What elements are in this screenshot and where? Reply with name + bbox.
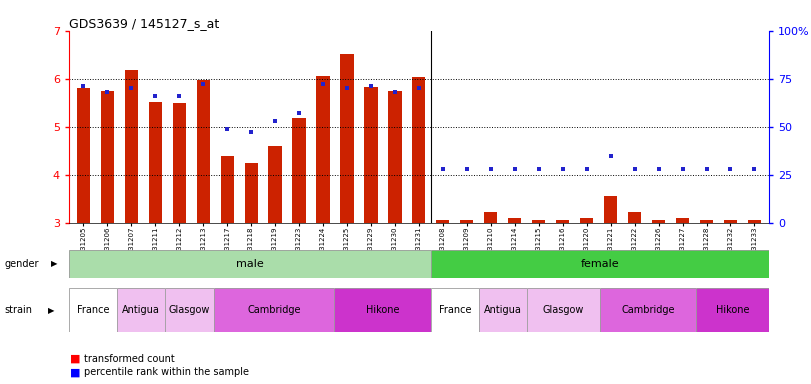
Bar [604,196,617,223]
Bar [676,218,689,223]
Text: ■: ■ [70,354,80,364]
Bar [724,220,737,223]
Bar [436,220,449,223]
Text: Cambridge: Cambridge [621,305,675,315]
Text: France: France [77,305,109,315]
Bar [628,212,642,223]
Text: Glasgow: Glasgow [169,305,210,315]
Bar [556,220,569,223]
Text: male: male [236,259,264,269]
Text: Cambridge: Cambridge [247,305,301,315]
Text: Hikone: Hikone [366,305,400,315]
Bar [388,91,401,223]
Bar [748,220,761,223]
Bar [460,220,474,223]
Text: Glasgow: Glasgow [543,305,585,315]
Bar [484,212,497,223]
Text: ■: ■ [70,367,80,377]
Bar [77,88,90,223]
Bar [341,54,354,223]
Bar [316,76,329,223]
Bar [148,102,162,223]
Text: Antigua: Antigua [484,305,522,315]
Bar [508,218,521,223]
Bar [244,163,258,223]
Bar [196,80,210,223]
Bar [580,218,594,223]
Text: transformed count: transformed count [84,354,174,364]
Bar [101,91,114,223]
Text: France: France [439,305,471,315]
Bar [700,220,713,223]
Bar [293,118,306,223]
Bar [268,146,281,223]
Bar [173,103,186,223]
Text: gender: gender [4,259,39,269]
Text: female: female [581,259,620,269]
Text: GDS3639 / 145127_s_at: GDS3639 / 145127_s_at [69,17,219,30]
Bar [532,220,545,223]
Text: percentile rank within the sample: percentile rank within the sample [84,367,248,377]
Bar [652,220,665,223]
Text: ▶: ▶ [48,306,54,314]
Bar [221,157,234,223]
Bar [412,77,426,223]
Text: strain: strain [4,305,32,315]
Bar [125,70,138,223]
Text: Antigua: Antigua [122,305,161,315]
Bar [364,88,378,223]
Text: Hikone: Hikone [716,305,749,315]
Text: ▶: ▶ [51,260,58,268]
